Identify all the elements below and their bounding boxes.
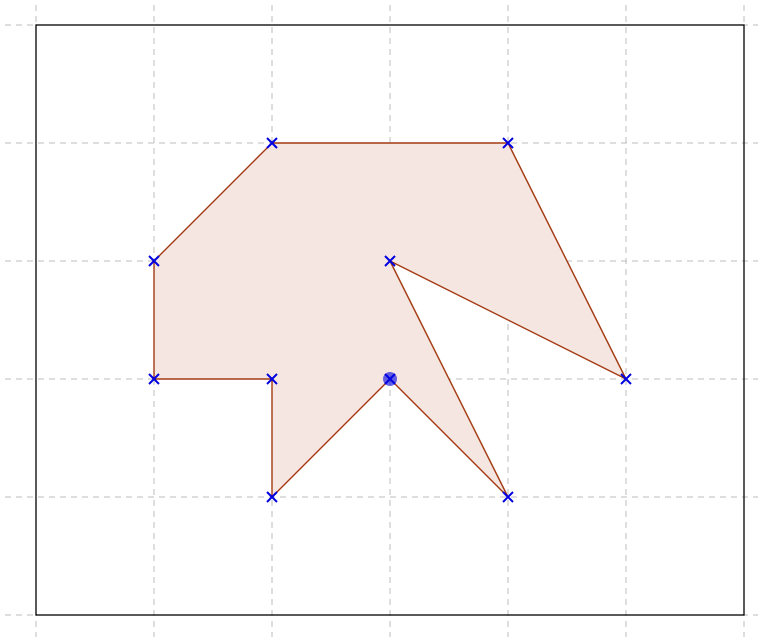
shape [148,137,632,503]
cross [502,137,514,149]
cross [266,491,278,503]
cross [620,373,632,385]
cross [148,255,160,267]
vertex-marker [384,255,396,267]
vertex-marker [502,491,514,503]
frame [35,24,745,616]
cross [384,373,396,385]
cross [502,491,514,503]
vertex-marker [266,491,278,503]
vertex-marker [266,373,278,385]
polygon [153,142,627,498]
vertex-marker [620,373,632,385]
vertex-marker [383,372,397,386]
cross [384,255,396,267]
cross [148,373,160,385]
vertex-marker [148,255,160,267]
vertex-marker [266,137,278,149]
vertex-marker [148,373,160,385]
cross [266,137,278,149]
cross [266,373,278,385]
vertex-marker [502,137,514,149]
